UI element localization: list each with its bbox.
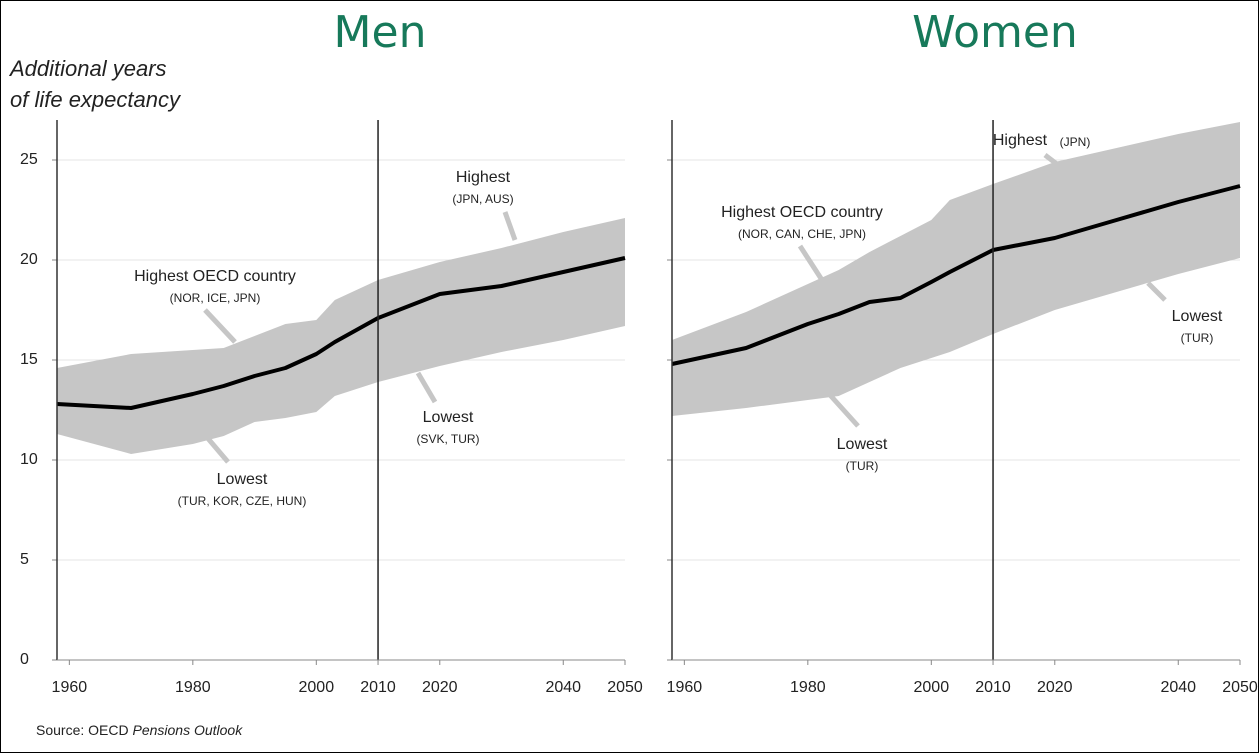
annotation: Lowest bbox=[1172, 308, 1223, 325]
range-band bbox=[57, 218, 625, 454]
panel-title: Women bbox=[912, 7, 1078, 58]
x-tick-label: 2020 bbox=[422, 679, 458, 696]
y-tick-label: 15 bbox=[20, 351, 38, 368]
mean-line bbox=[56, 256, 626, 410]
annotation: Highest OECD country bbox=[721, 204, 883, 221]
annotation: Lowest bbox=[837, 436, 888, 453]
leader-line bbox=[797, 244, 825, 282]
leader-line bbox=[1043, 153, 1064, 170]
panel-title: Men bbox=[334, 7, 427, 58]
annotation: Highest OECD country bbox=[134, 268, 296, 285]
x-tick-label: 1960 bbox=[667, 679, 703, 696]
annotation-sub: (SVK, TUR) bbox=[416, 432, 479, 446]
annotation-sub: (NOR, CAN, CHE, JPN) bbox=[738, 227, 866, 241]
leader-line bbox=[828, 393, 860, 428]
leader-line bbox=[415, 371, 438, 404]
mean-line bbox=[671, 184, 1241, 366]
annotation: Highest bbox=[456, 169, 511, 186]
annotation: Lowest bbox=[217, 471, 268, 488]
x-tick-label: 2020 bbox=[1037, 679, 1073, 696]
y-tick-label: 20 bbox=[20, 251, 38, 268]
x-tick-label: 1980 bbox=[790, 679, 826, 696]
annotation-sub: (JPN) bbox=[1060, 135, 1091, 149]
y-tick-label: 0 bbox=[20, 651, 29, 668]
x-tick-label: 1980 bbox=[175, 679, 211, 696]
leader-line bbox=[203, 308, 237, 344]
leader-line bbox=[203, 433, 230, 464]
y-tick-label: 10 bbox=[20, 451, 38, 468]
source: Source: OECD Pensions Outlook bbox=[36, 722, 243, 738]
annotation-sub: (TUR) bbox=[1181, 331, 1214, 345]
x-tick-label: 2040 bbox=[545, 679, 581, 696]
x-tick-label: 2000 bbox=[299, 679, 335, 696]
annotation: Lowest bbox=[423, 409, 474, 426]
leader-line bbox=[502, 211, 518, 241]
x-tick-label: 2050 bbox=[1222, 679, 1258, 696]
source-prefix: Source: OECD bbox=[36, 722, 132, 738]
x-tick-label: 2050 bbox=[607, 679, 643, 696]
x-tick-label: 2000 bbox=[914, 679, 950, 696]
annotation-sub: (JPN, AUS) bbox=[452, 192, 513, 206]
annotation: Highest bbox=[993, 132, 1048, 149]
annotation-sub: (TUR, KOR, CZE, HUN) bbox=[178, 494, 307, 508]
source-italic: Pensions Outlook bbox=[132, 722, 243, 738]
x-tick-label: 1960 bbox=[52, 679, 88, 696]
y-tick-label: 25 bbox=[20, 151, 38, 168]
y-axis-label: of life expectancy bbox=[10, 87, 182, 112]
annotation-sub: (TUR) bbox=[846, 459, 879, 473]
leader-line bbox=[1146, 281, 1167, 302]
x-tick-label: 2040 bbox=[1160, 679, 1196, 696]
y-tick-label: 5 bbox=[20, 551, 29, 568]
x-tick-label: 2010 bbox=[975, 679, 1011, 696]
x-tick-label: 2010 bbox=[360, 679, 396, 696]
y-axis-label: Additional years bbox=[8, 56, 167, 81]
annotation-sub: (NOR, ICE, JPN) bbox=[170, 291, 261, 305]
